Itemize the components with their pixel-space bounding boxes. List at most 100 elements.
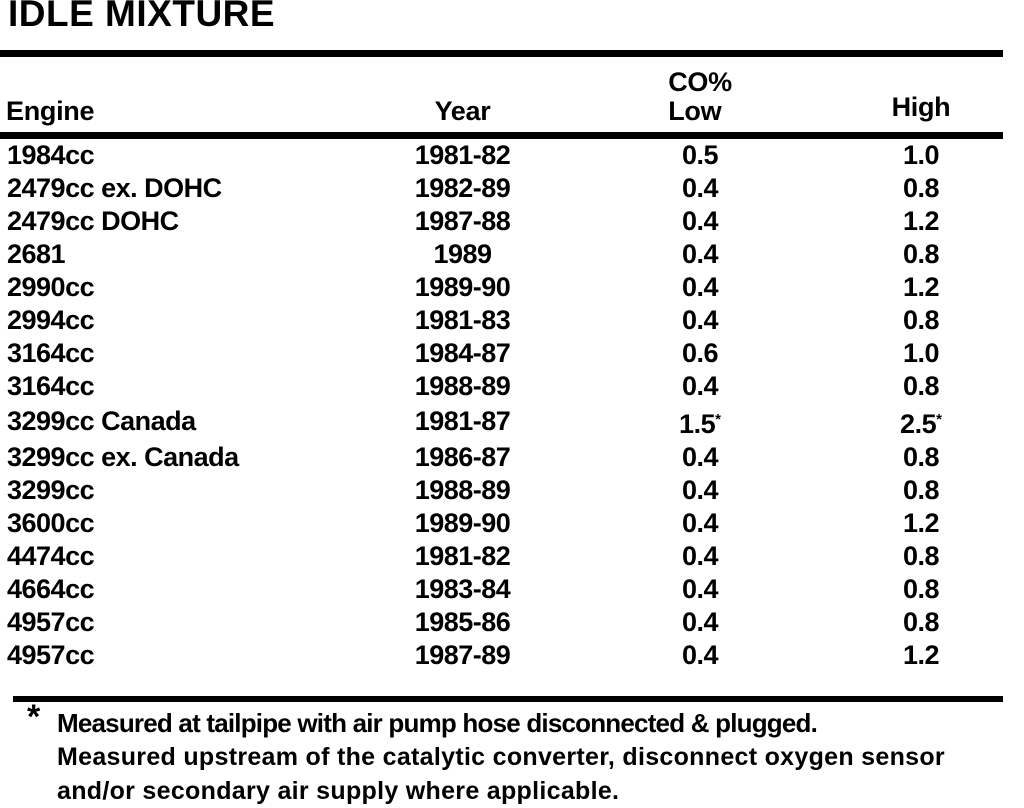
cell-year: 1982-89 bbox=[414, 172, 511, 203]
cell-co-low: 0.4 bbox=[681, 606, 719, 637]
table-row: 4957cc 1987-89 0.4 1.2 bbox=[0, 639, 1003, 672]
cell-engine: 2479cc DOHC bbox=[7, 205, 179, 236]
table-row: 4474cc 1981-82 0.4 0.8 bbox=[0, 540, 1003, 573]
cell-co-high: 0.8 bbox=[902, 304, 940, 335]
footnote-ref-asterisk: * bbox=[715, 410, 721, 428]
cell-co-low: 0.4 bbox=[681, 540, 719, 571]
cell-co-low: 1.5* bbox=[679, 408, 721, 439]
cell-co-high: 1.2 bbox=[902, 639, 940, 670]
footnote-text: Measured at tailpipe with air pump hose … bbox=[57, 706, 1024, 808]
cell-co-low: 0.4 bbox=[681, 304, 719, 335]
table-row: 4664cc 1983-84 0.4 0.8 bbox=[0, 573, 1003, 606]
cell-co-high: 1.0 bbox=[902, 139, 940, 170]
cell-engine: 1984cc bbox=[7, 139, 95, 170]
footnote-line-1: Measured at tailpipe with air pump hose … bbox=[57, 707, 818, 738]
cell-co-high: 1.2 bbox=[902, 507, 940, 538]
cell-co-low: 0.4 bbox=[681, 507, 719, 538]
table-row: 2479cc ex. DOHC 1982-89 0.4 0.8 bbox=[0, 172, 1003, 205]
cell-year: 1989 bbox=[433, 238, 492, 269]
cell-engine: 2990cc bbox=[7, 271, 95, 302]
footnote: * Measured at tailpipe with air pump hos… bbox=[0, 697, 1024, 808]
cell-engine: 2681 bbox=[7, 238, 66, 269]
cell-engine: 3299cc bbox=[7, 474, 95, 505]
cell-engine: 4957cc bbox=[7, 606, 95, 637]
footnote-ref-asterisk: * bbox=[936, 410, 942, 428]
table-header-row: Engine Year CO% Low High bbox=[0, 57, 1003, 139]
table-body: 1984cc 1981-82 0.5 1.0 2479cc ex. DOHC 1982-8… bbox=[0, 135, 1003, 672]
column-header-year: Year bbox=[410, 57, 515, 139]
cell-co-high: 1.2 bbox=[902, 271, 940, 302]
page-title: IDLE MIXTURE bbox=[8, 0, 276, 34]
cell-engine: 2479cc ex. DOHC bbox=[7, 172, 222, 203]
column-header-engine: Engine bbox=[0, 57, 410, 139]
cell-co-high: 0.8 bbox=[902, 606, 940, 637]
table-row: 2681 1989 0.4 0.8 bbox=[0, 238, 1003, 271]
cell-co-high: 0.8 bbox=[902, 441, 940, 472]
cell-year: 1983-84 bbox=[414, 573, 511, 604]
top-divider bbox=[0, 50, 1003, 57]
cell-co-high: 0.8 bbox=[902, 172, 940, 203]
footnote-asterisk: * bbox=[27, 697, 41, 736]
cell-co-low: 0.4 bbox=[681, 639, 719, 670]
cell-co-high: 0.8 bbox=[902, 474, 940, 505]
cell-co-high: 0.8 bbox=[902, 540, 940, 571]
cell-engine: 3299cc Canada bbox=[7, 406, 196, 436]
table-row: 1984cc 1981-82 0.5 1.0 bbox=[0, 135, 1003, 172]
cell-year: 1981-82 bbox=[414, 540, 511, 571]
cell-year: 1981-87 bbox=[414, 406, 511, 436]
table-row: 2479cc DOHC 1987-88 0.4 1.2 bbox=[0, 205, 1003, 238]
column-header-low: Low bbox=[668, 95, 722, 126]
table-row: 3299cc ex. Canada 1986-87 0.4 0.8 bbox=[0, 441, 1003, 474]
cell-co-low: 0.4 bbox=[681, 205, 719, 236]
column-header-high: High bbox=[885, 57, 1003, 139]
cell-co-high: 0.8 bbox=[902, 370, 940, 401]
cell-engine: 3164cc bbox=[7, 337, 95, 368]
footnote-line-3: and/or secondary air supply where applic… bbox=[57, 776, 620, 805]
cell-year: 1981-82 bbox=[414, 139, 511, 170]
cell-co-high: 0.8 bbox=[902, 573, 940, 604]
idle-mixture-table: Engine Year CO% Low High 1984cc 1981-82 0.… bbox=[0, 57, 1003, 672]
cell-engine: 3600cc bbox=[7, 507, 95, 538]
table-row: 3164cc 1988-89 0.4 0.8 bbox=[0, 370, 1003, 403]
table-row: 4957cc 1985-86 0.4 0.8 bbox=[0, 606, 1003, 639]
cell-co-low: 0.6 bbox=[681, 337, 719, 368]
cell-year: 1989-90 bbox=[414, 507, 511, 538]
cell-engine: 3299cc ex. Canada bbox=[7, 441, 239, 472]
cell-year: 1981-83 bbox=[414, 304, 511, 335]
cell-co-low: 0.4 bbox=[681, 573, 719, 604]
cell-co-low: 0.5 bbox=[681, 139, 719, 170]
cell-co-low: 0.4 bbox=[681, 238, 719, 269]
cell-co-high: 1.2 bbox=[902, 205, 940, 236]
cell-co-high: 0.8 bbox=[902, 238, 940, 269]
co-header-stack: CO% Low bbox=[668, 66, 732, 126]
cell-co-low: 0.4 bbox=[681, 271, 719, 302]
cell-year: 1984-87 bbox=[414, 337, 511, 368]
table-row: 3600cc 1989-90 0.4 1.2 bbox=[0, 507, 1003, 540]
cell-engine: 4664cc bbox=[7, 573, 95, 604]
column-header-co: CO% Low bbox=[515, 57, 885, 139]
cell-engine: 4957cc bbox=[7, 639, 95, 670]
cell-year: 1985-86 bbox=[414, 606, 511, 637]
cell-engine: 2994cc bbox=[7, 304, 95, 335]
cell-co-low: 0.4 bbox=[681, 441, 719, 472]
table-row: 3299cc 1988-89 0.4 0.8 bbox=[0, 474, 1003, 507]
cell-year: 1988-89 bbox=[414, 474, 511, 505]
cell-year: 1987-89 bbox=[414, 639, 511, 670]
cell-engine: 3164cc bbox=[7, 370, 95, 401]
bottom-divider bbox=[13, 695, 1003, 702]
cell-engine: 4474cc bbox=[7, 540, 95, 571]
table-row: 3164cc 1984-87 0.6 1.0 bbox=[0, 337, 1003, 370]
table-row: 3299cc Canada 1981-87 1.5* 2.5* bbox=[0, 403, 1003, 441]
column-header-co-group: CO% bbox=[668, 66, 732, 97]
cell-year: 1989-90 bbox=[414, 271, 511, 302]
cell-year: 1988-89 bbox=[414, 370, 511, 401]
table-row: 2990cc 1989-90 0.4 1.2 bbox=[0, 271, 1003, 304]
cell-co-low: 0.4 bbox=[681, 172, 719, 203]
cell-co-low: 0.4 bbox=[681, 474, 719, 505]
cell-year: 1986-87 bbox=[414, 441, 511, 472]
cell-co-high: 1.0 bbox=[902, 337, 940, 368]
cell-co-high: 2.5* bbox=[900, 408, 942, 439]
table-row: 2994cc 1981-83 0.4 0.8 bbox=[0, 304, 1003, 337]
cell-year: 1987-88 bbox=[414, 205, 511, 236]
